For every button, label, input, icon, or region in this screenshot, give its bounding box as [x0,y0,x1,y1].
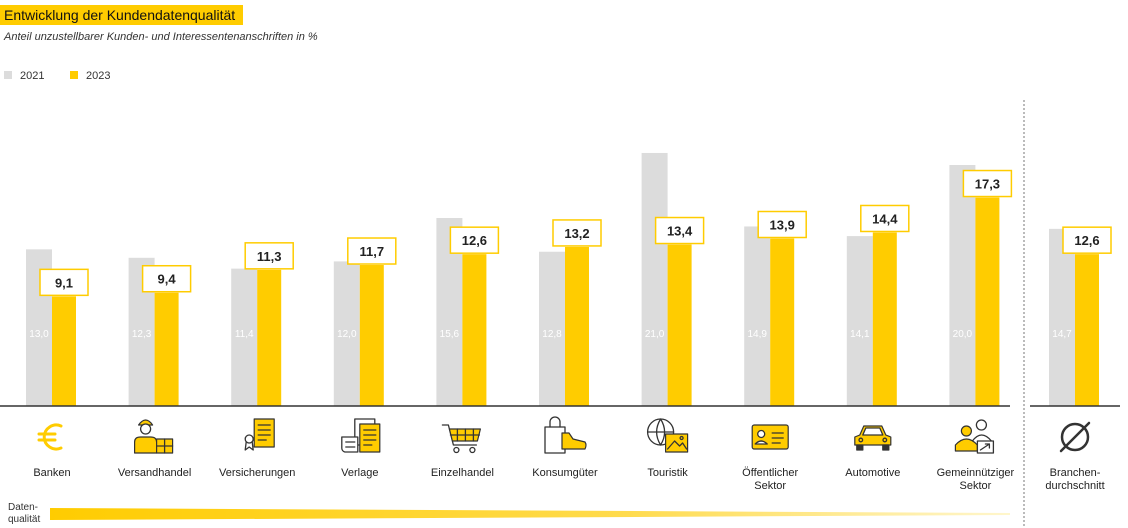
label-2021-1: 12,3 [132,329,152,340]
label-2023-7: 13,9 [770,218,795,233]
label-2023-2: 11,3 [257,249,282,264]
legend-swatch-2021 [4,71,12,80]
label-2023-3: 11,7 [360,244,385,259]
category-label-3-0: Verlage [341,467,378,479]
callout-2023-2 [244,242,294,270]
data-quality-label: Daten- qualität [8,502,40,526]
callout-2023-7 [757,210,807,239]
label-2021-0: 13,0 [29,329,49,340]
car-icon [854,425,892,451]
label-2023-9: 17,3 [975,177,1000,192]
category-label-7-0: Öffentlicher [742,467,798,479]
callout-2023-1 [141,264,192,293]
callout-2023-6 [654,216,705,245]
bar-2021-6 [641,152,668,406]
euro-icon [37,423,63,451]
label-2021-6: 21,0 [645,329,665,340]
globe-photo-icon [646,418,689,453]
bar-2021-10 [1049,228,1075,406]
bar-2023-10 [1075,254,1099,406]
callout-2023-9 [962,169,1013,198]
bar-2023-3 [359,265,384,406]
bar-2023-0 [52,296,76,406]
label-2021-7: 14,9 [747,329,767,340]
label-2023-10: 12,6 [1074,233,1099,248]
chart-subtitle: Anteil unzustellbarer Kunden- und Intere… [4,31,318,43]
legend-item-2021: 2021 [4,70,44,82]
label-2021-2: 11,4 [235,329,254,340]
bar-2023-6 [667,244,692,406]
data-quality-label-line-2: qualität [8,514,41,525]
callout-2023-3 [347,237,397,265]
label-2023-0: 9,1 [55,275,73,290]
bar-2021-9 [949,165,976,406]
legend-label-2021: 2021 [20,70,45,82]
label-2023-5: 13,2 [564,226,589,241]
bar-2023-9 [975,197,1000,406]
label-2021-4: 15,6 [440,329,460,340]
chart-title: Entwicklung der Kundendatenqualität [0,5,244,25]
bar-2023-4 [462,254,487,406]
bar-2021-5 [539,251,565,406]
bar-2023-5 [565,246,589,406]
category-label-4-0: Einzelhandel [431,467,494,479]
bar-2021-8 [846,236,873,406]
category-label-0-0: Banken [33,467,70,479]
legend-item-2023: 2023 [70,70,110,82]
newspaper-icon [341,418,381,453]
callout-2023-10 [1062,226,1112,254]
callout-2023-0 [39,268,89,297]
label-2021-9: 20,0 [953,329,973,340]
bar-2023-8 [872,232,897,406]
category-label-9-0: Gemeinnütziger [937,467,1015,479]
category-label-9-1: Sektor [960,480,992,492]
data-quality-label-line-1: Daten- [8,502,39,513]
bar-2023-1 [154,292,179,406]
volunteer-icon [954,419,995,454]
label-2023-1: 9,4 [158,272,177,287]
id-card-icon [751,424,789,450]
legend-label-2023: 2023 [86,70,111,82]
label-2021-10: 14,7 [1052,329,1072,340]
category-label-1-0: Versandhandel [118,467,191,479]
callout-2023-8 [860,204,910,233]
data-quality-gradient [50,508,1010,520]
category-label-6-0: Touristik [647,467,688,479]
category-label-8-0: Automotive [845,467,900,479]
category-label-7-1: Sektor [754,480,786,492]
label-2021-5: 12,8 [542,329,562,340]
category-label-5-0: Konsumgüter [532,467,598,479]
certificate-icon [244,418,275,451]
bar-2023-2 [257,269,282,406]
delivery-person-icon [134,419,174,454]
category-label-10-0: Branchen- [1050,467,1101,479]
callout-2023-4 [449,226,500,254]
bar-2021-7 [744,226,771,406]
average-icon [1059,421,1091,453]
label-2021-8: 14,1 [850,329,870,340]
category-label-2-0: Versicherungen [219,467,295,479]
shopping-bag-shoe-icon [544,416,587,454]
bar-2021-3 [333,261,360,406]
label-2023-8: 14,4 [872,211,898,226]
label-2023-4: 12,6 [462,233,487,248]
callout-2023-5 [552,219,602,247]
legend-swatch-2023 [70,71,78,80]
bar-2021-2 [231,268,258,406]
shopping-cart-icon [441,424,481,454]
label-2021-3: 12,0 [337,329,357,340]
category-label-10-1: durchschnitt [1045,480,1104,492]
bar-2023-7 [770,238,795,406]
label-2023-6: 13,4 [667,224,693,239]
